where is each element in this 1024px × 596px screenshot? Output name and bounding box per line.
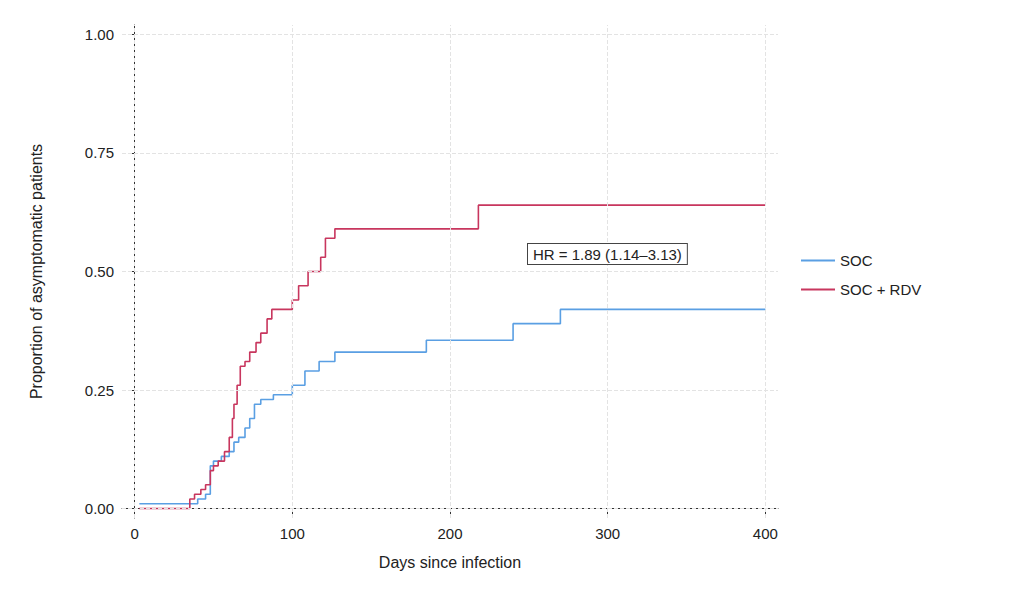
svg-text:200: 200 (437, 525, 462, 542)
svg-text:0.75: 0.75 (85, 144, 114, 161)
svg-text:Days since infection: Days since infection (379, 554, 521, 571)
svg-text:0.50: 0.50 (85, 263, 114, 280)
svg-text:Proportion of asymptomatic pat: Proportion of asymptomatic patients (28, 144, 45, 399)
svg-text:0: 0 (130, 525, 138, 542)
svg-text:1.00: 1.00 (85, 26, 114, 43)
svg-text:SOC + RDV: SOC + RDV (840, 281, 921, 298)
svg-text:SOC: SOC (840, 252, 873, 269)
svg-text:HR = 1.89 (1.14–3.13): HR = 1.89 (1.14–3.13) (533, 246, 682, 263)
svg-text:100: 100 (280, 525, 305, 542)
svg-text:300: 300 (595, 525, 620, 542)
svg-text:400: 400 (753, 525, 778, 542)
svg-text:0.25: 0.25 (85, 382, 114, 399)
svg-text:0.00: 0.00 (85, 500, 114, 517)
